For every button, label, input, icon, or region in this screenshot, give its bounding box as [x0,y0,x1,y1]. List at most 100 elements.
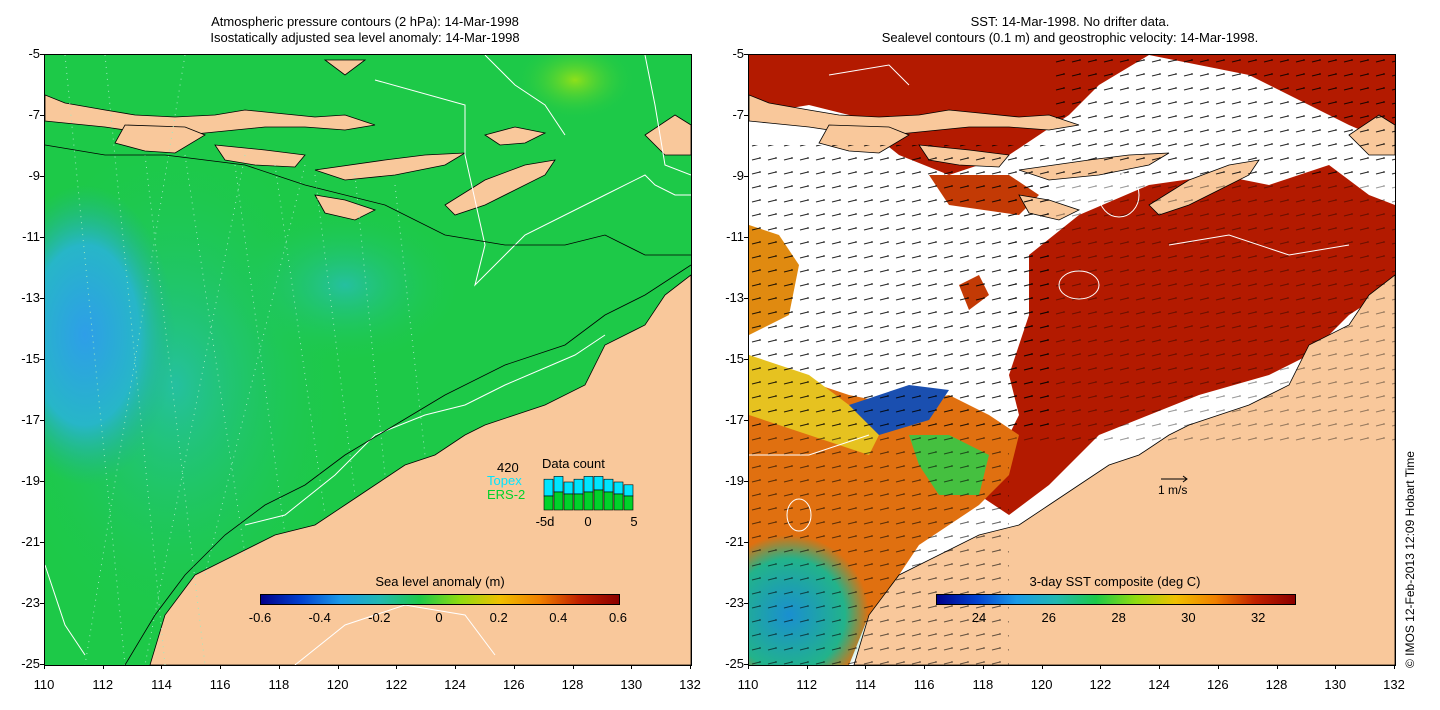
y-tick-label: -5 [28,46,40,61]
ers2-bar [553,491,564,511]
australia-land [149,274,691,665]
x-tick-label: 124 [1148,677,1170,692]
y-tick-mark [744,176,748,177]
right-map-title: SST: 14-Mar-1998. No drifter data. Seale… [745,14,1395,46]
y-tick-mark [744,298,748,299]
y-tick-label: -23 [725,595,744,610]
sea-level-colorbar [260,594,620,605]
x-tick-label: 114 [855,677,876,692]
x-tick-mark [924,665,926,669]
bathymetry-contour-north [45,144,691,256]
y-tick-mark [744,664,748,665]
ers2-bar [583,491,594,511]
flores-island [314,152,466,181]
x-tick-mark [44,665,45,669]
y-tick-label: -13 [725,290,744,305]
y-tick-mark [40,664,44,665]
topex-legend: Topex [487,473,522,488]
ers2-bar [613,493,624,511]
left-title-line1: Atmospheric pressure contours (2 hPa): 1… [211,14,519,29]
x-tick-label: 130 [1324,677,1347,692]
bali-lombok-island [114,124,206,154]
teal-anomaly-blob [225,205,465,365]
x-tick-mark [220,665,222,669]
x-tick-mark [631,665,633,669]
velocity-arrows-south [749,435,1009,665]
x-tick-label: 110 [33,677,55,692]
x-tick-label: 120 [326,677,349,692]
topex-bar [593,476,604,491]
y-tick-label: -19 [725,473,744,488]
x-tick-label: 122 [385,677,408,692]
y-tick-mark [744,54,748,55]
y-tick-label: -15 [21,351,40,366]
colorbar-tick-label: 0 [435,610,443,625]
y-tick-mark [40,115,44,116]
sea-level-map-svg [45,55,691,665]
ers2-bar [593,489,604,511]
y-tick-mark [40,603,44,604]
y-tick-mark [744,115,748,116]
x-tick-label: 118 [268,677,290,692]
y-tick-mark [40,237,44,238]
colorbar-tick-label: 26 [1041,610,1056,625]
x-tick-mark [806,665,808,669]
x-tick-mark [161,665,163,669]
x-tick-label: 120 [1030,677,1053,692]
colorbar-tick-label: 24 [971,610,987,625]
topex-bar [573,478,584,495]
x-tick-mark [865,665,867,669]
sumba-island [314,194,377,221]
x-tick-mark [1217,665,1219,669]
data-count-axis-label: -5d [535,514,555,529]
x-tick-label: 126 [1206,677,1229,692]
topex-bar [563,481,574,495]
y-tick-label: -19 [21,473,40,488]
colorbar-tick-label: 0.6 [608,610,628,625]
data-count-axis-label: 0 [584,514,592,529]
x-tick-mark [1100,665,1102,669]
velocity-arrows-east [1009,185,1395,445]
topex-bar [543,478,554,497]
velocity-scale-arrow [1161,475,1188,483]
x-tick-mark [1276,665,1278,669]
bathymetry-contour-shelf [124,264,691,665]
left-title-line2: Isostatically adjusted sea level anomaly… [210,30,520,45]
sumbawa-island [214,144,306,168]
data-count-histogram [543,476,634,511]
y-tick-mark [40,542,44,543]
colorbar-tick-label: 32 [1250,610,1266,625]
x-tick-mark [396,665,398,669]
y-tick-label: -25 [21,656,40,671]
x-tick-label: 124 [444,677,466,692]
y-tick-mark [40,420,44,421]
y-tick-label: -9 [28,168,40,183]
right-colorbar-title: 3-day SST composite (deg C) [1029,574,1201,589]
timor-island [444,159,556,216]
y-tick-label: -25 [725,656,744,671]
ers2-legend: ERS-2 [487,487,526,502]
data-count-title: Data count [542,456,605,471]
y-tick-mark [744,603,748,604]
x-tick-mark [1394,665,1395,669]
y-tick-mark [744,481,748,482]
positive-anomaly-blob [515,55,635,120]
topex-bar [623,484,634,497]
x-tick-label: 126 [502,677,525,692]
x-tick-mark [513,665,515,669]
data-count-axis-label: 5 [630,514,638,529]
y-tick-label: -13 [21,290,40,305]
copyright-notice: © IMOS 12-Feb-2013 12:09 Hobart Time [1403,451,1417,668]
sst-colorbar [936,594,1296,605]
y-tick-label: -23 [21,595,40,610]
ers2-bar [603,491,614,511]
y-tick-label: -17 [21,412,40,427]
x-tick-mark [690,665,691,669]
y-tick-mark [744,237,748,238]
wetar-island [484,126,547,146]
y-tick-mark [40,176,44,177]
sea-level-anomaly-map [44,54,692,666]
y-tick-label: -7 [28,107,40,122]
x-tick-mark [1159,665,1161,669]
x-tick-label: 116 [913,677,935,692]
